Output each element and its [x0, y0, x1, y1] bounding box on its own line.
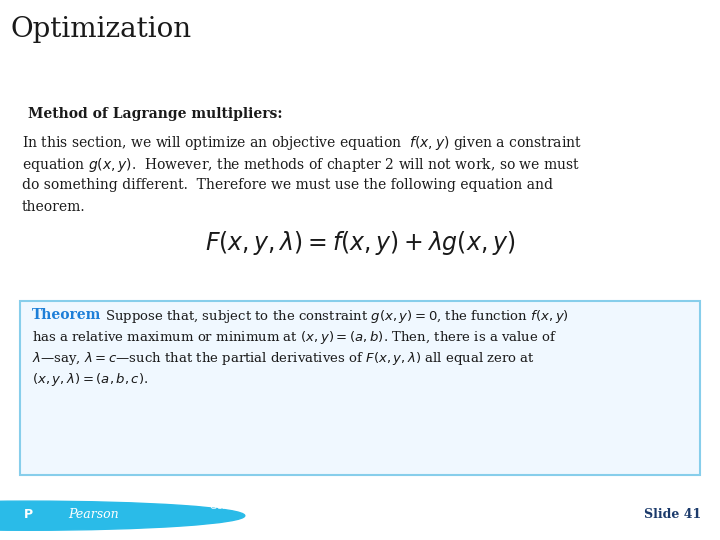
Text: equation $g(x, y)$.  However, the methods of chapter 2 will not work, so we must: equation $g(x, y)$. However, the methods… — [22, 156, 580, 173]
FancyBboxPatch shape — [20, 301, 700, 475]
Text: Theorem: Theorem — [32, 308, 102, 322]
Text: Suppose that, subject to the constraint $g(x, y) = 0$, the function $f(x, y)$: Suppose that, subject to the constraint … — [105, 308, 569, 326]
Circle shape — [0, 501, 245, 530]
Text: In this section, we will optimize an objective equation  $f(x, y)$ given a const: In this section, we will optimize an obj… — [22, 133, 582, 152]
Text: Goldstein/Schneider/Lay/Asmar, Calculus and Its Applications, 14e: Goldstein/Schneider/Lay/Asmar, Calculus … — [210, 502, 510, 511]
FancyBboxPatch shape — [626, 499, 719, 533]
Text: has a relative maximum or minimum at $(x, y) = (a, b)$. Then, there is a value o: has a relative maximum or minimum at $(x… — [32, 329, 557, 347]
Text: P: P — [24, 508, 33, 521]
Text: do something different.  Therefore we must use the following equation and: do something different. Therefore we mus… — [22, 178, 553, 192]
Text: Copyright © 2018, 2014, 2010 Pearson Education Inc.: Copyright © 2018, 2014, 2010 Pearson Edu… — [252, 521, 468, 530]
Text: $(x, y, \lambda) = (a, b, c)$.: $(x, y, \lambda) = (a, b, c)$. — [32, 372, 148, 388]
Text: $F(x, y, \lambda)= f(x, y)+ \lambda g(x, y)$: $F(x, y, \lambda)= f(x, y)+ \lambda g(x,… — [204, 230, 516, 258]
Text: theorem.: theorem. — [22, 199, 86, 213]
Text: Method of Lagrange multipliers:: Method of Lagrange multipliers: — [28, 106, 282, 120]
Text: Slide 41: Slide 41 — [644, 508, 701, 521]
Text: $\lambda$—say, $\lambda = c$—such that the partial derivatives of $F(x, y, \lamb: $\lambda$—say, $\lambda = c$—such that t… — [32, 350, 535, 367]
Text: Optimization: Optimization — [11, 16, 192, 43]
Text: Pearson: Pearson — [68, 508, 119, 521]
